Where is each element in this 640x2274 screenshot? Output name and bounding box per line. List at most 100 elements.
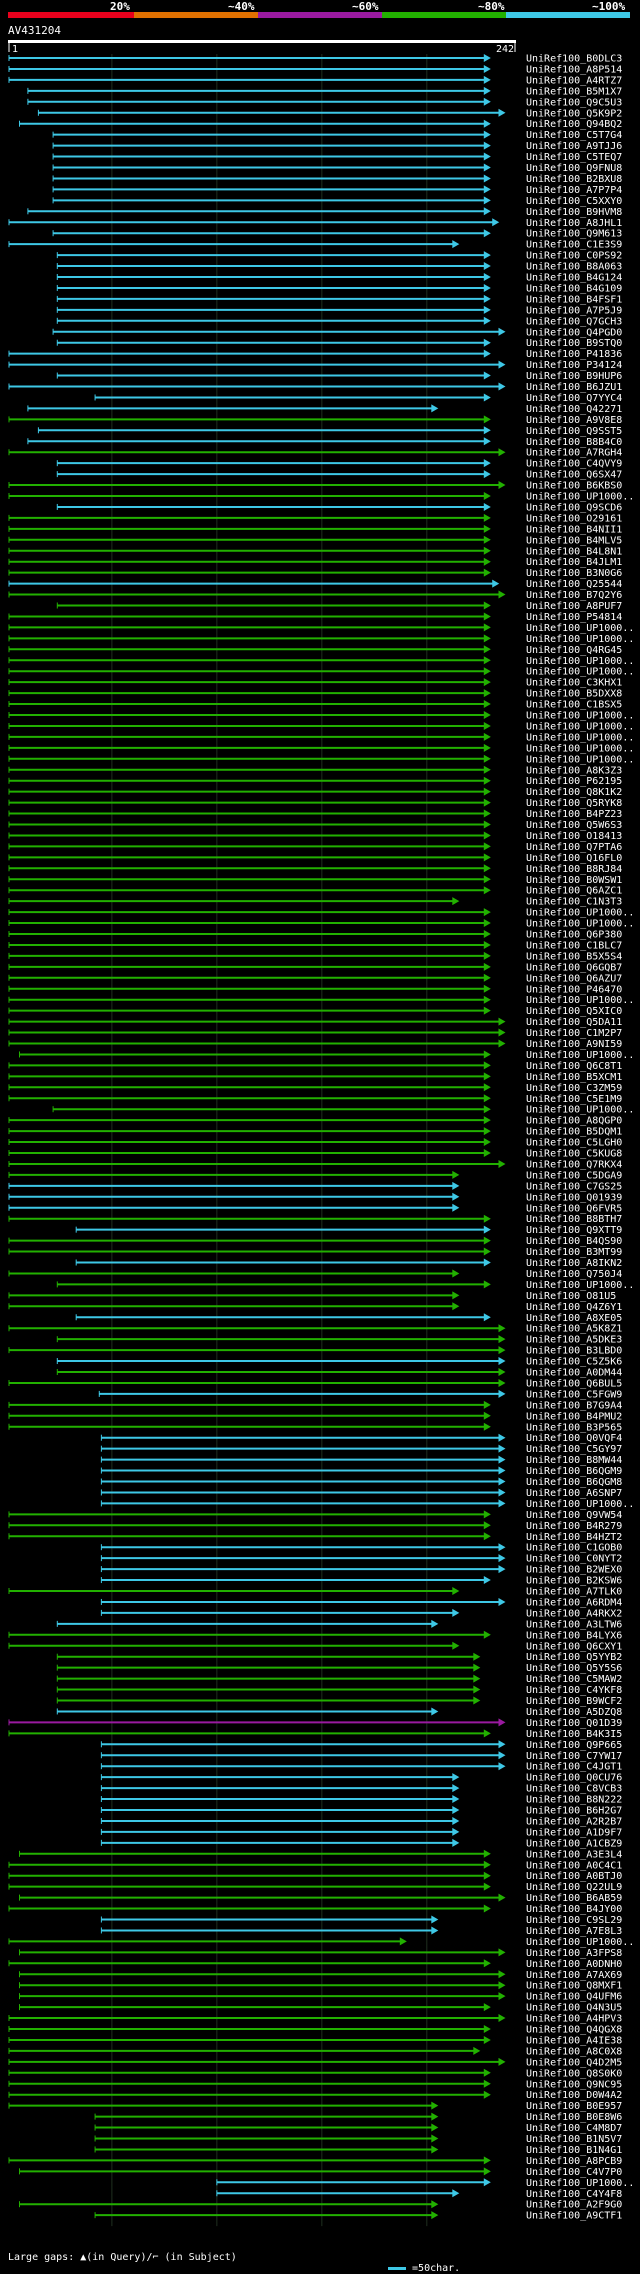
alignment-arrowhead bbox=[483, 2167, 491, 2176]
alignment-arrowhead bbox=[498, 448, 506, 457]
hit-label: UniRef100_P41836 bbox=[526, 349, 622, 360]
alignment-row: UniRef100_C4M8D7 bbox=[94, 2123, 622, 2134]
alignment-row: UniRef100_B4JY00 bbox=[8, 1904, 622, 1915]
hit-label: UniRef100_B9HVM8 bbox=[526, 207, 622, 218]
hit-label: UniRef100_C5Z5K6 bbox=[526, 1357, 622, 1368]
alignment-row: UniRef100_Q8MXF1 bbox=[18, 1981, 622, 1992]
alignment-arrowhead bbox=[483, 962, 491, 971]
hit-label: UniRef100_B6QGM9 bbox=[526, 1466, 622, 1477]
alignment-row: UniRef100_Q0CU76 bbox=[100, 1773, 622, 1784]
hit-label: UniRef100_Q6AZU7 bbox=[526, 973, 622, 984]
alignment-row: UniRef100_Q01D39 bbox=[8, 1718, 622, 1729]
hit-label: UniRef100_UP1000.. bbox=[526, 732, 634, 743]
alignment-row: UniRef100_B3P565 bbox=[8, 1422, 622, 1433]
alignment-arrowhead bbox=[483, 732, 491, 741]
hit-label: UniRef100_A7P7P4 bbox=[526, 185, 622, 196]
hit-label: UniRef100_Q6CXY1 bbox=[526, 1641, 622, 1652]
hit-label: UniRef100_Q9XTT9 bbox=[526, 1225, 622, 1236]
hit-label: UniRef100_B9WCF2 bbox=[526, 1696, 622, 1707]
hit-label: UniRef100_A5DZQ8 bbox=[526, 1707, 622, 1718]
alignment-row: UniRef100_A0C4C1 bbox=[8, 1860, 622, 1871]
alignment-row: UniRef100_C0NYT2 bbox=[100, 1554, 622, 1565]
hit-label: UniRef100_Q7RKX4 bbox=[526, 1159, 622, 1170]
hit-label: UniRef100_Q7YYC4 bbox=[526, 393, 622, 404]
alignment-arrowhead bbox=[498, 108, 506, 117]
alignment-row: UniRef100_C5GY97 bbox=[100, 1444, 622, 1455]
alignment-row: UniRef100_A8QGP0 bbox=[8, 1116, 622, 1127]
alignment-row: UniRef100_Q7RKX4 bbox=[8, 1159, 622, 1170]
alignment-row: UniRef100_A5DKE3 bbox=[56, 1335, 622, 1346]
hit-label: UniRef100_A3FPS8 bbox=[526, 1948, 622, 1959]
alignment-arrowhead bbox=[452, 1641, 460, 1650]
alignment-row: UniRef100_A4HPV3 bbox=[8, 2014, 622, 2025]
hit-label: UniRef100_C3ZM59 bbox=[526, 1083, 622, 1094]
hit-label: UniRef100_Q6SX47 bbox=[526, 470, 622, 481]
alignment-arrowhead bbox=[483, 787, 491, 796]
alignment-row: UniRef100_B0DLC3 bbox=[8, 54, 622, 65]
alignment-arrowhead bbox=[483, 700, 491, 709]
alignment-row: UniRef100_P46470 bbox=[8, 984, 622, 995]
alignment-row: UniRef100_C1M2P7 bbox=[8, 1028, 622, 1039]
alignment-row: UniRef100_Q6SX47 bbox=[56, 470, 622, 481]
alignment-row: UniRef100_B4QS90 bbox=[8, 1236, 622, 1247]
alignment-row: UniRef100_A4RTZ7 bbox=[8, 75, 622, 86]
alignment-arrowhead bbox=[483, 1860, 491, 1869]
hit-label: UniRef100_UP1000.. bbox=[526, 623, 634, 634]
hit-label: UniRef100_C5T7G4 bbox=[526, 130, 622, 141]
alignment-row: UniRef100_B0WSW1 bbox=[8, 875, 622, 886]
hit-label: UniRef100_C5E1M9 bbox=[526, 1094, 622, 1105]
hit-label: UniRef100_Q6GQB7 bbox=[526, 962, 622, 973]
alignment-row: UniRef100_Q7GCH3 bbox=[56, 316, 622, 327]
alignment-row: UniRef100_C7YW17 bbox=[100, 1751, 622, 1762]
hit-label: UniRef100_UP1000.. bbox=[526, 754, 634, 765]
legend-label-80: ~80% bbox=[478, 0, 505, 13]
alignment-arrowhead bbox=[473, 1652, 481, 1661]
alignment-arrowhead bbox=[498, 1740, 506, 1749]
alignment-arrowhead bbox=[483, 1871, 491, 1880]
legend-bar-red bbox=[8, 12, 134, 18]
alignment-arrowhead bbox=[483, 721, 491, 730]
hit-label: UniRef100_C3KHX1 bbox=[526, 678, 622, 689]
alignment-arrowhead bbox=[473, 1674, 481, 1683]
alignment-arrowhead bbox=[498, 1017, 506, 1026]
alignment-arrowhead bbox=[498, 2057, 506, 2066]
alignment-arrowhead bbox=[498, 1389, 506, 1398]
alignment-row: UniRef100_Q4RG45 bbox=[8, 645, 622, 656]
alignment-row: UniRef100_A9V8E8 bbox=[8, 415, 622, 426]
alignment-row: UniRef100_A4RKX2 bbox=[100, 1608, 622, 1619]
identity-legend: 20% ~40% ~60% ~80% ~100% bbox=[0, 0, 640, 26]
alignment-row: UniRef100_UP1000.. bbox=[8, 721, 634, 732]
alignment-row: UniRef100_A9CTF1 bbox=[94, 2211, 622, 2222]
alignment-row: UniRef100_B4G109 bbox=[56, 283, 622, 294]
hit-label: UniRef100_B0DLC3 bbox=[526, 54, 622, 65]
alignment-row: UniRef100_B3N0G6 bbox=[8, 568, 622, 579]
hit-label: UniRef100_UP1000.. bbox=[526, 721, 634, 732]
alignment-row: UniRef100_C4QVY9 bbox=[56, 459, 622, 470]
alignment-arrowhead bbox=[431, 2145, 439, 2154]
hit-label: UniRef100_B0E8W6 bbox=[526, 2112, 622, 2123]
alignment-arrowhead bbox=[483, 492, 491, 500]
query-id: AV431204 bbox=[8, 24, 61, 37]
alignment-arrowhead bbox=[483, 75, 491, 84]
hit-label: UniRef100_Q5YYB2 bbox=[526, 1652, 622, 1663]
hit-label: UniRef100_B4MLV5 bbox=[526, 535, 622, 546]
alignment-row: UniRef100_A3E3L4 bbox=[18, 1849, 622, 1860]
alignment-row: UniRef100_Q9SST5 bbox=[37, 426, 622, 437]
hit-label: UniRef100_B3N0G6 bbox=[526, 568, 622, 579]
hit-label: UniRef100_Q4QGX8 bbox=[526, 2025, 622, 2036]
alignment-row: UniRef100_C1N3T3 bbox=[8, 897, 622, 908]
alignment-arrowhead bbox=[483, 634, 491, 643]
alignment-arrowhead bbox=[483, 305, 491, 314]
alignment-row: UniRef100_UP1000.. bbox=[216, 2178, 634, 2189]
hit-label: UniRef100_B3LBD0 bbox=[526, 1346, 622, 1357]
alignment-arrowhead bbox=[483, 1094, 491, 1103]
alignment-arrowhead bbox=[483, 1258, 491, 1267]
hit-label: UniRef100_UP1000.. bbox=[526, 1280, 634, 1291]
alignment-arrowhead bbox=[431, 2134, 439, 2143]
alignment-arrowhead bbox=[498, 1159, 506, 1168]
alignment-row: UniRef100_O29161 bbox=[8, 513, 622, 524]
alignment-row: UniRef100_UP1000.. bbox=[8, 667, 634, 678]
alignment-row: UniRef100_A8K3Z3 bbox=[8, 765, 622, 776]
alignment-row: UniRef100_Q9M613 bbox=[52, 229, 622, 240]
alignment-arrowhead bbox=[498, 1357, 506, 1366]
